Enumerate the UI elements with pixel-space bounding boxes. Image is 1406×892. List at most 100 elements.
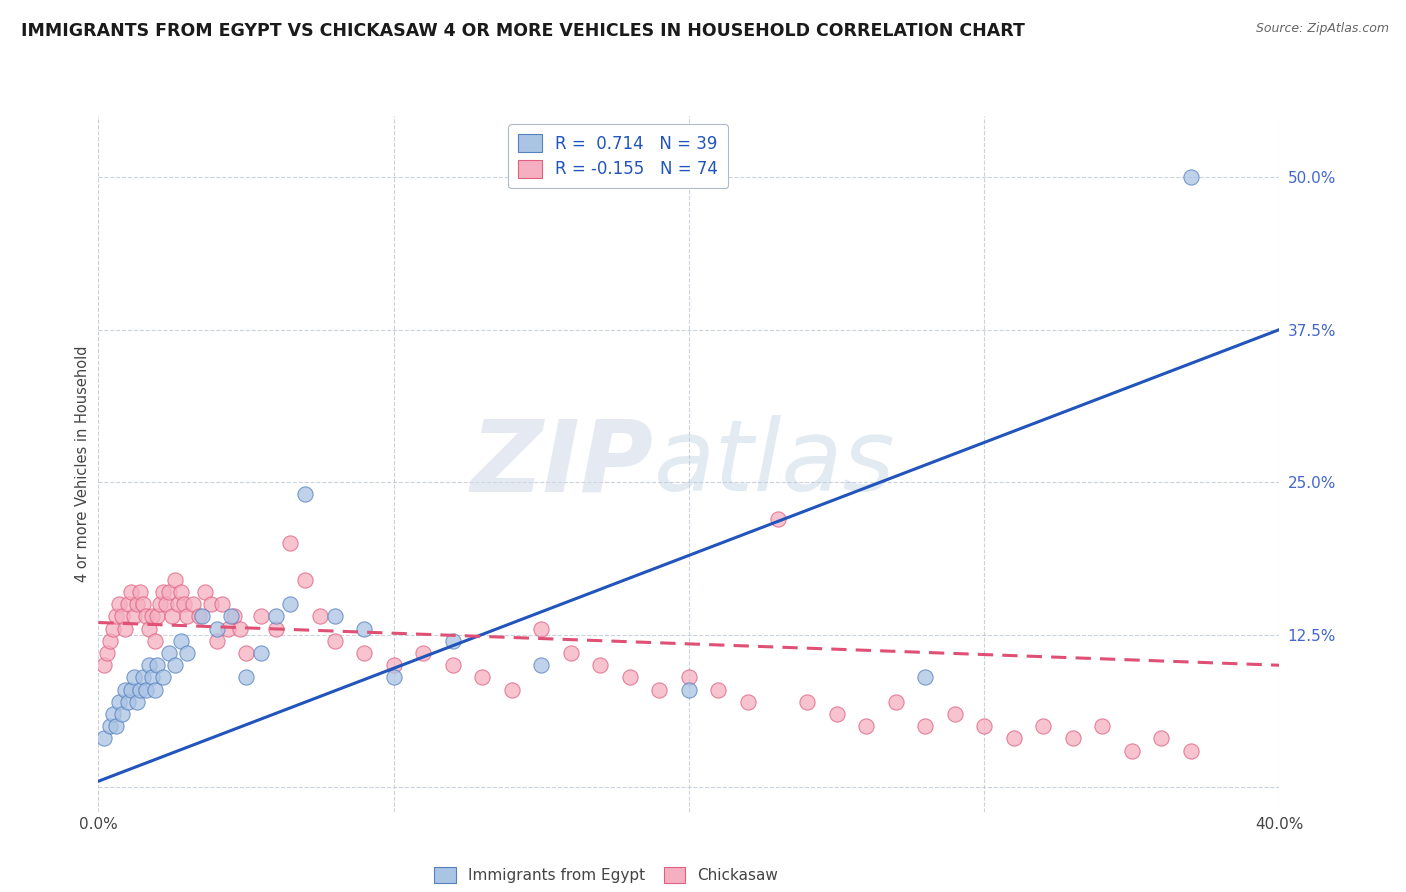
Point	[353, 622, 375, 636]
Point	[132, 597, 155, 611]
Point	[530, 658, 553, 673]
Point	[170, 585, 193, 599]
Point	[143, 682, 166, 697]
Point	[219, 609, 242, 624]
Point	[108, 695, 131, 709]
Point	[93, 731, 115, 746]
Point	[323, 633, 346, 648]
Point	[217, 622, 239, 636]
Point	[146, 658, 169, 673]
Point	[117, 597, 139, 611]
Point	[143, 633, 166, 648]
Point	[353, 646, 375, 660]
Point	[323, 609, 346, 624]
Point	[855, 719, 877, 733]
Point	[108, 597, 131, 611]
Point	[707, 682, 730, 697]
Point	[619, 670, 641, 684]
Point	[167, 597, 190, 611]
Point	[737, 695, 759, 709]
Point	[173, 597, 195, 611]
Y-axis label: 4 or more Vehicles in Household: 4 or more Vehicles in Household	[75, 345, 90, 582]
Point	[1062, 731, 1084, 746]
Point	[943, 707, 966, 722]
Point	[250, 646, 273, 660]
Point	[294, 487, 316, 501]
Point	[157, 646, 180, 660]
Point	[678, 670, 700, 684]
Point	[138, 658, 160, 673]
Point	[1121, 744, 1143, 758]
Point	[224, 609, 246, 624]
Point	[412, 646, 434, 660]
Point	[117, 695, 139, 709]
Point	[648, 682, 671, 697]
Point	[973, 719, 995, 733]
Point	[235, 670, 257, 684]
Point	[141, 670, 163, 684]
Point	[501, 682, 523, 697]
Point	[114, 682, 136, 697]
Point	[93, 658, 115, 673]
Point	[441, 658, 464, 673]
Point	[382, 670, 405, 684]
Text: Source: ZipAtlas.com: Source: ZipAtlas.com	[1256, 22, 1389, 36]
Point	[250, 609, 273, 624]
Point	[105, 609, 128, 624]
Legend: Immigrants from Egypt, Chickasaw: Immigrants from Egypt, Chickasaw	[429, 861, 785, 889]
Point	[187, 609, 209, 624]
Point	[155, 597, 177, 611]
Point	[914, 670, 936, 684]
Point	[309, 609, 332, 624]
Point	[128, 682, 150, 697]
Point	[191, 609, 214, 624]
Point	[125, 695, 148, 709]
Point	[135, 682, 157, 697]
Point	[441, 633, 464, 648]
Point	[914, 719, 936, 733]
Point	[162, 609, 183, 624]
Point	[264, 622, 287, 636]
Point	[135, 609, 157, 624]
Point	[1150, 731, 1173, 746]
Point	[382, 658, 405, 673]
Point	[205, 622, 228, 636]
Point	[105, 719, 128, 733]
Point	[96, 646, 118, 660]
Point	[589, 658, 612, 673]
Point	[194, 585, 217, 599]
Point	[1180, 744, 1202, 758]
Point	[98, 719, 121, 733]
Point	[146, 609, 169, 624]
Point	[278, 597, 302, 611]
Point	[165, 658, 187, 673]
Point	[884, 695, 907, 709]
Point	[211, 597, 233, 611]
Point	[176, 646, 198, 660]
Point	[165, 573, 187, 587]
Point	[235, 646, 257, 660]
Point	[560, 646, 582, 660]
Text: atlas: atlas	[654, 416, 896, 512]
Text: IMMIGRANTS FROM EGYPT VS CHICKASAW 4 OR MORE VEHICLES IN HOUSEHOLD CORRELATION C: IMMIGRANTS FROM EGYPT VS CHICKASAW 4 OR …	[21, 22, 1025, 40]
Point	[122, 670, 145, 684]
Point	[98, 633, 121, 648]
Point	[128, 585, 150, 599]
Point	[138, 622, 160, 636]
Point	[264, 609, 287, 624]
Point	[229, 622, 252, 636]
Point	[111, 609, 134, 624]
Point	[157, 585, 180, 599]
Point	[1002, 731, 1025, 746]
Point	[122, 609, 145, 624]
Point	[176, 609, 198, 624]
Point	[120, 682, 142, 697]
Point	[111, 707, 134, 722]
Point	[141, 609, 163, 624]
Point	[181, 597, 204, 611]
Point	[825, 707, 848, 722]
Point	[103, 622, 125, 636]
Point	[152, 670, 174, 684]
Point	[1180, 169, 1202, 184]
Point	[278, 536, 302, 550]
